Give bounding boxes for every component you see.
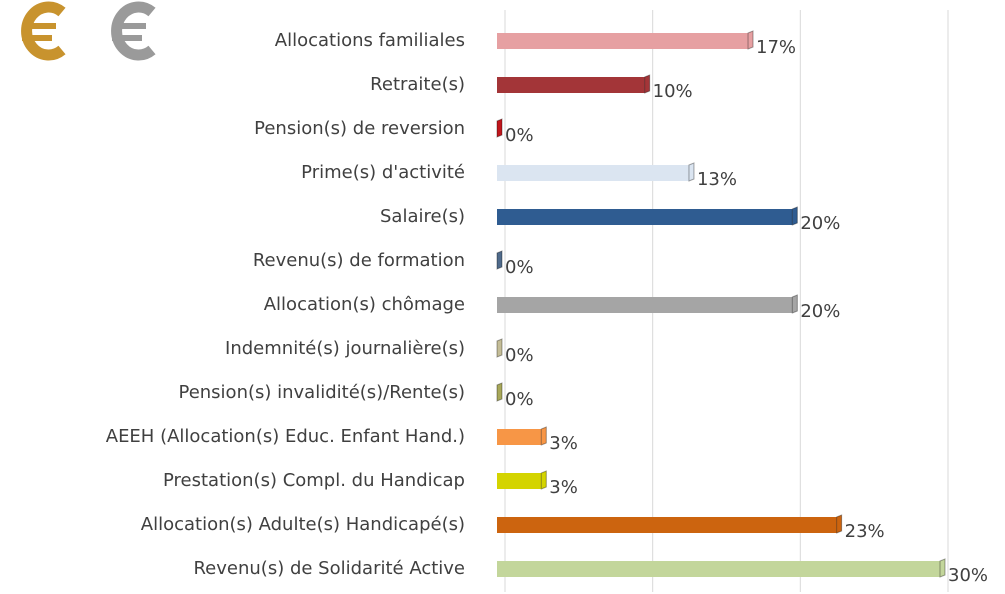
bar-side	[940, 559, 945, 577]
value-label: 20%	[800, 301, 840, 322]
value-label: 3%	[549, 477, 578, 498]
bar	[497, 209, 792, 225]
bar-side	[748, 31, 753, 49]
bar-side	[541, 471, 546, 489]
bar-side	[541, 427, 546, 445]
value-label: 0%	[505, 389, 534, 410]
category-label: Pension(s) de reversion	[254, 118, 465, 139]
euro-silver	[117, 7, 152, 55]
bar-side	[689, 163, 694, 181]
category-label: AEEH (Allocation(s) Educ. Enfant Hand.)	[106, 426, 465, 447]
bar-side	[497, 119, 502, 137]
value-label: 13%	[697, 169, 737, 190]
category-label: Allocation(s) Adulte(s) Handicapé(s)	[141, 514, 465, 535]
bar-side	[497, 339, 502, 357]
bar	[497, 561, 940, 577]
category-label: Indemnité(s) journalière(s)	[225, 338, 465, 359]
bar-side	[792, 207, 797, 225]
bar	[497, 33, 748, 49]
value-label: 30%	[948, 565, 988, 586]
value-label: 0%	[505, 345, 534, 366]
category-label: Salaire(s)	[380, 206, 465, 227]
value-label: 0%	[505, 257, 534, 278]
chart: Allocations familiales 17% Retraite(s) 10% P…	[0, 0, 1005, 594]
value-label: 20%	[800, 213, 840, 234]
bar-side	[497, 383, 502, 401]
bar	[497, 473, 541, 489]
value-label: 23%	[845, 521, 885, 542]
value-label: 10%	[653, 81, 693, 102]
bar	[497, 517, 837, 533]
euro-icons	[22, 7, 152, 55]
bar-side	[792, 295, 797, 313]
value-label: 0%	[505, 125, 534, 146]
category-label: Retraite(s)	[370, 74, 465, 95]
bar	[497, 77, 645, 93]
value-label: 17%	[756, 37, 796, 58]
value-label: 3%	[549, 433, 578, 454]
category-label: Revenu(s) de formation	[253, 250, 465, 271]
category-label: Allocations familiales	[275, 30, 465, 51]
category-label: Allocation(s) chômage	[264, 294, 465, 315]
category-label: Prestation(s) Compl. du Handicap	[163, 470, 465, 491]
bar-side	[497, 251, 502, 269]
bar	[497, 165, 689, 181]
category-label: Prime(s) d'activité	[301, 162, 465, 183]
bar-side	[645, 75, 650, 93]
category-label: Pension(s) invalidité(s)/Rente(s)	[178, 382, 465, 403]
euro-gold	[27, 7, 62, 55]
category-label: Revenu(s) de Solidarité Active	[193, 558, 465, 579]
bar	[497, 429, 541, 445]
bar-side	[837, 515, 842, 533]
bar	[497, 297, 792, 313]
